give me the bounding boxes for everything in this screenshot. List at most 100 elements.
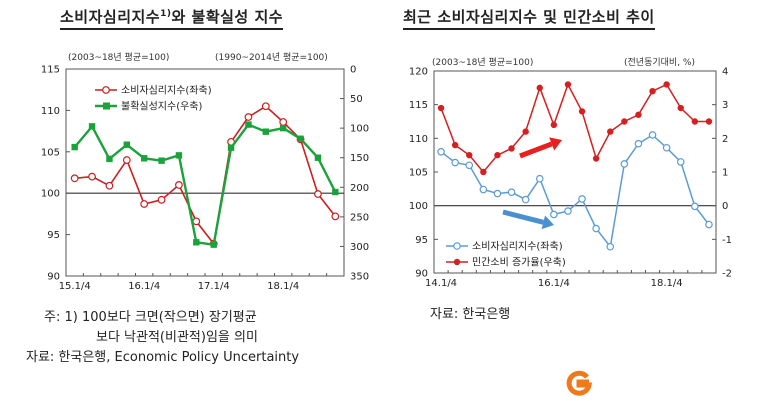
data-point-cons bbox=[691, 118, 699, 125]
left-axis-tick-label: 100 bbox=[41, 189, 60, 200]
left-axis-tick-label: 120 bbox=[409, 67, 428, 78]
data-point-unc bbox=[332, 188, 339, 196]
data-point-cons bbox=[466, 151, 473, 159]
right-axis-tick-label: 100 bbox=[350, 124, 369, 135]
data-point-cons bbox=[480, 168, 487, 176]
data-point-unc bbox=[123, 141, 131, 148]
right-axis-tick-label: 0 bbox=[350, 65, 356, 76]
right-chart-title: 최근 소비자심리지수 및 민간소비 추이 bbox=[403, 6, 655, 30]
blue-down-arrow-head bbox=[541, 215, 554, 230]
left-axis-tick-label: 95 bbox=[47, 230, 60, 241]
right-unit-right: (전년동기대비, %) bbox=[624, 58, 695, 68]
data-point-unc bbox=[158, 157, 165, 164]
right-axis-tick-label: 300 bbox=[350, 242, 369, 253]
left-axis-tick-label: 105 bbox=[41, 147, 60, 158]
data-point-csi bbox=[493, 189, 502, 198]
left-axis-tick-label: 90 bbox=[47, 272, 60, 283]
data-point-csi bbox=[479, 185, 488, 194]
right-axis-tick-label: 150 bbox=[350, 153, 369, 164]
data-point-unc bbox=[314, 154, 322, 161]
data-point-csi bbox=[465, 161, 474, 170]
data-point-csi bbox=[521, 195, 530, 204]
right-axis-tick-label: 2 bbox=[722, 134, 728, 145]
data-point-csi bbox=[157, 195, 166, 204]
data-point-csi bbox=[535, 174, 544, 183]
right-axis-tick-label: 250 bbox=[350, 212, 369, 223]
data-point-csi bbox=[578, 195, 586, 203]
data-point-cons bbox=[451, 141, 459, 149]
data-point-cons bbox=[607, 128, 614, 135]
left-note-1: 주: 1) 100보다 크면(작으면) 장기평균 bbox=[44, 310, 257, 325]
left-unit-right: (1990~2014년 평균=100) bbox=[215, 53, 328, 63]
x-axis-tick-label: 16.1/4 bbox=[538, 278, 570, 289]
right-axis-tick-label: 50 bbox=[350, 94, 363, 105]
left-axis-tick-label: 95 bbox=[415, 235, 428, 246]
left-chart-title: 소비자심리지수1)와 불확실성 지수 bbox=[60, 6, 284, 30]
data-point-csi bbox=[122, 156, 131, 164]
x-axis-tick-label: 17.1/4 bbox=[198, 281, 230, 292]
data-point-cons bbox=[508, 145, 515, 152]
x-axis-tick-label: 18.1/4 bbox=[267, 281, 299, 292]
data-point-cons bbox=[550, 121, 558, 129]
data-point-unc bbox=[210, 241, 217, 248]
legend-swatch-marker-csi bbox=[453, 242, 461, 250]
left-chart: 90 95 100 105 110 115 0 50 100 150 200 250 300 350 15.… bbox=[41, 65, 369, 293]
left-title-sup: 1) bbox=[160, 9, 172, 19]
data-point-unc bbox=[88, 123, 96, 130]
data-point-unc bbox=[106, 155, 113, 163]
data-point-cons bbox=[578, 108, 586, 115]
data-point-cons bbox=[705, 118, 713, 125]
x-axis-tick-label: 15.1/4 bbox=[59, 281, 91, 292]
left-axis-tick-label: 115 bbox=[41, 65, 60, 76]
red-up-arrow-head bbox=[549, 137, 562, 151]
left-axis-tick-label: 100 bbox=[409, 201, 428, 212]
right-axis-tick-label: 3 bbox=[722, 100, 728, 111]
g-logo-icon bbox=[566, 370, 592, 396]
data-point-unc bbox=[227, 144, 235, 151]
data-point-csi bbox=[620, 160, 629, 168]
data-point-csi bbox=[691, 202, 699, 211]
right-unit-left: (2003~18년 평균=100) bbox=[432, 58, 534, 68]
legend-label-csi: 소비자심리지수(좌축) bbox=[472, 241, 563, 253]
x-axis-tick-label: 16.1/4 bbox=[128, 281, 160, 292]
data-point-csi bbox=[451, 158, 459, 167]
data-point-unc bbox=[262, 128, 270, 135]
data-point-csi bbox=[662, 143, 671, 152]
right-note-1: 자료: 한국은행 bbox=[430, 307, 511, 322]
data-point-csi bbox=[437, 148, 445, 156]
data-point-unc bbox=[71, 143, 78, 151]
legend-swatch-marker-cons bbox=[453, 258, 461, 266]
left-note-2: 보다 낙관적(비관적)임을 의미 bbox=[96, 330, 258, 345]
data-point-csi bbox=[606, 242, 615, 251]
left-title-main: 소비자심리지수 bbox=[60, 8, 161, 26]
data-point-csi bbox=[192, 217, 201, 226]
data-point-cons bbox=[677, 104, 684, 112]
data-point-csi bbox=[105, 181, 114, 190]
legend-label-unc: 불확실성지수(우축) bbox=[121, 101, 203, 113]
legend-label-csi: 소비자심리지수(좌축) bbox=[121, 85, 212, 97]
right-axis-tick-label: 200 bbox=[350, 183, 369, 194]
series-line-csi bbox=[74, 105, 336, 246]
data-point-unc bbox=[279, 124, 287, 132]
data-point-cons bbox=[494, 151, 501, 159]
x-axis-tick-label: 14.1/4 bbox=[425, 278, 457, 289]
series-line-cons bbox=[440, 82, 709, 174]
data-point-unc bbox=[297, 135, 304, 142]
data-point-csi bbox=[676, 158, 685, 166]
right-axis-tick-label: 4 bbox=[722, 67, 728, 78]
right-axis-tick-label: 350 bbox=[350, 272, 369, 283]
data-point-cons bbox=[621, 118, 628, 125]
x-axis-tick-label: 18.1/4 bbox=[651, 278, 683, 289]
data-point-cons bbox=[437, 104, 445, 112]
data-point-csi bbox=[314, 190, 322, 198]
data-point-csi bbox=[279, 118, 288, 126]
data-point-unc bbox=[193, 239, 200, 246]
data-point-csi bbox=[244, 113, 253, 121]
data-point-csi bbox=[564, 207, 572, 215]
data-point-csi bbox=[705, 220, 713, 229]
right-axis-tick-label: 1 bbox=[722, 168, 728, 179]
red-up-arrow-shaft bbox=[519, 141, 553, 159]
data-point-cons bbox=[592, 155, 600, 162]
data-point-cons bbox=[522, 128, 529, 135]
data-point-csi bbox=[648, 131, 657, 139]
